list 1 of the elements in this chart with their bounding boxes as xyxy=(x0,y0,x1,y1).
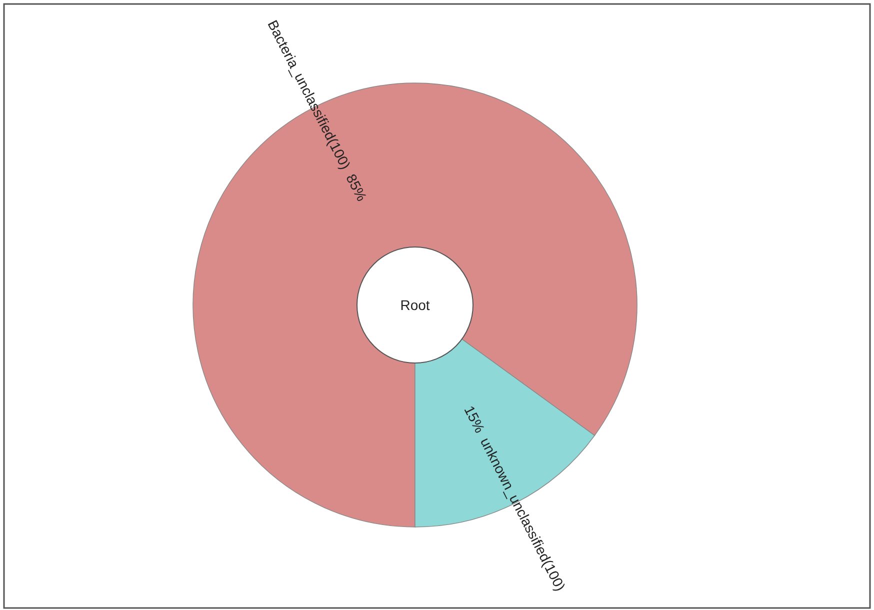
text: Root xyxy=(400,297,430,313)
